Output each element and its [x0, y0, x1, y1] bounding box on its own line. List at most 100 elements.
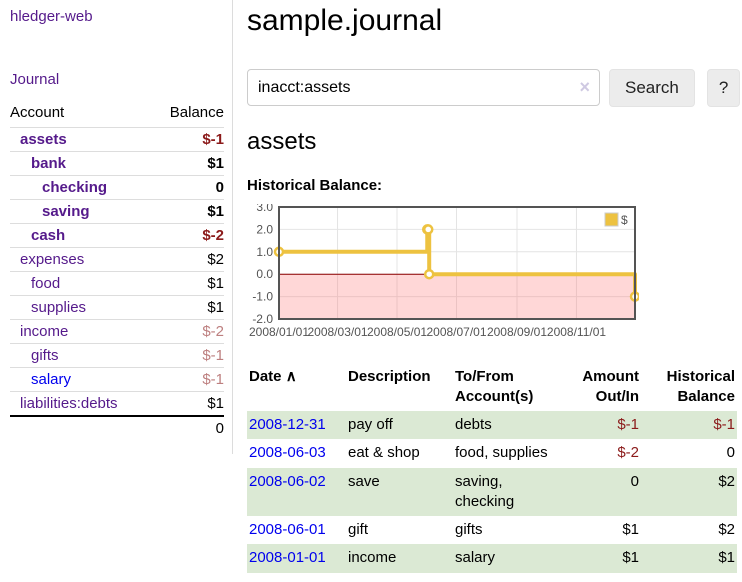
register-header-date[interactable]: Date ∧: [249, 367, 297, 385]
clear-search-icon[interactable]: ×: [579, 77, 590, 97]
accounts-total-row: 0: [10, 415, 224, 440]
svg-text:2008/11/01: 2008/11/01: [547, 325, 606, 339]
transaction-date-link[interactable]: 2008-06-02: [249, 472, 326, 490]
sidebar: hledger-web Journal Account Balance asse…: [0, 0, 233, 454]
account-balance: $1: [152, 199, 224, 224]
transaction-accounts: gifts: [455, 521, 483, 538]
account-link[interactable]: saving: [42, 203, 90, 220]
account-row: expenses $2: [10, 247, 224, 272]
account-link[interactable]: income: [20, 323, 69, 340]
transaction-description: income: [348, 549, 397, 567]
transaction-amount: $-2: [617, 444, 639, 462]
svg-text:-1.0: -1.0: [252, 289, 273, 303]
account-row: assets $-1: [10, 127, 224, 152]
register-row: 2008-01-01 income salary $1 $1: [247, 544, 737, 573]
search-input[interactable]: [247, 69, 600, 106]
accounts-total-value: 0: [152, 415, 224, 440]
transaction-accounts: salary: [455, 549, 496, 567]
account-link[interactable]: salary: [31, 371, 72, 388]
account-row: saving $1: [10, 199, 224, 224]
account-row: liabilities:debts $1: [10, 391, 224, 416]
account-link[interactable]: expenses: [20, 251, 85, 268]
accounts-table: Account Balance assets $-1 bank $1 checking 0…: [10, 102, 224, 440]
transaction-date-link[interactable]: 2008-01-01: [249, 549, 326, 567]
account-balance: $1: [152, 271, 224, 296]
account-balance: $-2: [152, 223, 224, 248]
register-row: 2008-06-02 save saving, checking 0 $2: [247, 467, 737, 516]
transaction-balance: 0: [726, 444, 735, 462]
app-title-link[interactable]: hledger-web: [10, 8, 93, 25]
account-link[interactable]: supplies: [31, 299, 87, 316]
help-button[interactable]: ?: [706, 68, 741, 107]
chart-svg: $3.0 2.0 1.0 0.0 -1.0 -2.02008/01/012008/03/0…: [249, 204, 639, 339]
transaction-date-link[interactable]: 2008-06-01: [249, 521, 326, 538]
account-balance: $-2: [152, 319, 224, 344]
page-title: sample.journal: [247, 4, 443, 37]
account-link[interactable]: food: [31, 275, 61, 292]
account-row: bank $1: [10, 151, 224, 176]
svg-text:$: $: [621, 213, 628, 227]
account-link[interactable]: cash: [31, 227, 66, 244]
register-row: 2008-06-03 eat & shop food, supplies $-2 0: [247, 439, 737, 467]
sidebar-item-journal[interactable]: Journal: [10, 71, 60, 88]
register-header-row: Date ∧ Description To/From Account(s) Am…: [247, 363, 737, 412]
search-form: × Search ?: [247, 68, 741, 107]
transaction-balance: $2: [718, 472, 735, 490]
accounts-header-balance: Balance: [169, 104, 224, 121]
account-balance: 0: [152, 175, 224, 200]
account-row: supplies $1: [10, 295, 224, 320]
svg-text:0.0: 0.0: [256, 267, 273, 281]
account-heading: assets: [247, 127, 317, 155]
svg-text:1.0: 1.0: [256, 244, 273, 258]
account-link[interactable]: liabilities:debts: [20, 395, 118, 412]
account-link[interactable]: checking: [42, 179, 108, 196]
account-link[interactable]: assets: [20, 131, 67, 148]
svg-text:2008/03/01: 2008/03/01: [307, 325, 367, 339]
search-input-wrap: ×: [247, 69, 600, 106]
account-row: cash $-2: [10, 223, 224, 248]
search-button[interactable]: Search: [609, 68, 695, 107]
transaction-amount: 0: [630, 472, 639, 490]
svg-text:2008/05/01: 2008/05/01: [367, 325, 427, 339]
svg-text:2008/01/01: 2008/01/01: [249, 325, 309, 339]
account-balance: $1: [152, 391, 224, 416]
transaction-balance: $1: [718, 549, 735, 567]
account-row: checking 0: [10, 175, 224, 200]
svg-text:2008/07/01: 2008/07/01: [426, 325, 486, 339]
account-row: gifts $-1: [10, 343, 224, 368]
register-header-accounts: To/From Account(s): [455, 367, 534, 405]
account-row: income $-2: [10, 319, 224, 344]
account-balance: $-1: [152, 127, 224, 152]
register-header-balance: Historical Balance: [666, 367, 735, 405]
account-link[interactable]: gifts: [31, 347, 59, 364]
transaction-date-link[interactable]: 2008-12-31: [249, 416, 326, 433]
account-row: food $1: [10, 271, 224, 296]
transaction-description: gift: [348, 521, 369, 538]
transaction-description: eat & shop: [348, 444, 420, 462]
transaction-balance: $-1: [713, 416, 735, 433]
sort-asc-icon: ∧: [285, 367, 297, 385]
accounts-header-row: Account Balance: [10, 102, 224, 128]
svg-text:-2.0: -2.0: [252, 312, 273, 326]
transaction-amount: $1: [622, 521, 639, 538]
accounts-table-body: assets $-1 bank $1 checking 0 saving $1 cash $-2 e…: [10, 127, 224, 416]
account-link[interactable]: bank: [31, 155, 67, 172]
historical-balance-chart: $3.0 2.0 1.0 0.0 -1.0 -2.0 2008/01/01 2008/03/0…: [247, 204, 639, 350]
account-balance: $-1: [152, 367, 224, 392]
svg-text:2.0: 2.0: [256, 222, 273, 236]
transaction-accounts: debts: [455, 416, 492, 433]
transaction-accounts: food, supplies: [455, 444, 548, 462]
transaction-balance: $2: [718, 521, 735, 538]
transaction-description: save: [348, 472, 380, 490]
register-table: Date ∧ Description To/From Account(s) Am…: [247, 363, 737, 573]
chart-heading: Historical Balance:: [247, 176, 383, 194]
transaction-date-link[interactable]: 2008-06-03: [249, 444, 326, 462]
accounts-header-account: Account: [10, 104, 65, 121]
account-balance: $-1: [152, 343, 224, 368]
account-balance: $2: [152, 247, 224, 272]
transaction-amount: $1: [622, 549, 639, 567]
register-row: 2008-06-01 gift gifts $1 $2: [247, 516, 737, 544]
account-row: salary $-1: [10, 367, 224, 392]
transaction-accounts: saving, checking: [455, 472, 515, 510]
register-row: 2008-12-31 pay off debts $-1 $-1: [247, 411, 737, 440]
